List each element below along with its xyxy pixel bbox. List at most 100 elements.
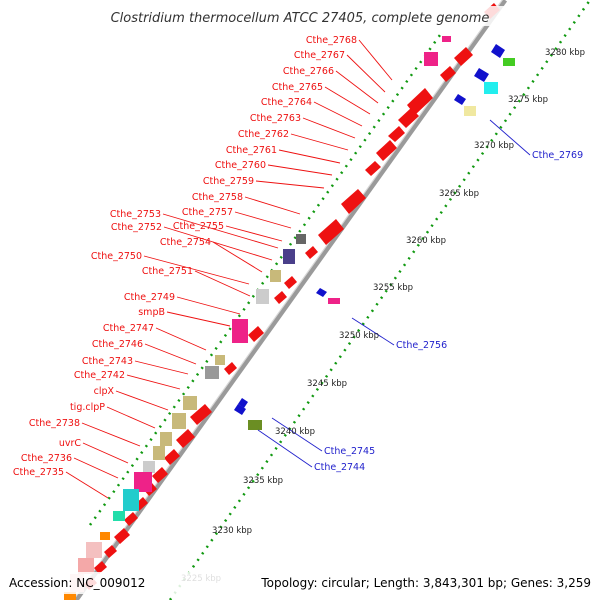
gene-label: Cthe_2736 — [21, 453, 72, 464]
scale-tick-label: 3245 kbp — [307, 379, 347, 389]
feature-box-track — [64, 36, 451, 600]
gene-label: Cthe_2751 — [142, 266, 193, 277]
gene-label: Cthe_2760 — [215, 160, 266, 171]
gene-label: Cthe_2759 — [203, 176, 254, 187]
leader-line — [244, 196, 301, 215]
feature-box — [328, 298, 340, 304]
gene-label: Cthe_2756 — [396, 340, 447, 351]
leader-line — [278, 149, 341, 164]
scale-tick-label: 3275 kbp — [508, 95, 548, 105]
leader-line — [489, 119, 531, 156]
topology-text: Topology: circular; Length: 3,843,301 bp… — [260, 576, 591, 590]
leader-line — [290, 133, 349, 151]
gene-label: Cthe_2768 — [306, 35, 357, 46]
feature-box — [78, 558, 94, 574]
gene-arrow — [274, 291, 287, 304]
gene-arrow — [176, 429, 195, 448]
gene-arrow — [454, 47, 473, 66]
scale-tick-label: 3270 kbp — [474, 141, 514, 151]
scale-tick-label: 3230 kbp — [212, 526, 252, 536]
forward-gene-labels: Cthe_2768 Cthe_2767 Cthe_2766 Cthe_2765 Cthe… — [13, 35, 357, 478]
reverse-gene-labels: Cthe_2769 Cthe_2756 Cthe_2745 Cthe_2744 — [314, 150, 583, 473]
feature-box — [143, 461, 155, 473]
leader-line — [212, 241, 263, 273]
leader-line — [166, 311, 231, 327]
feature-box — [134, 472, 152, 492]
leader-line — [255, 180, 325, 189]
leader-line — [73, 457, 119, 479]
gene-label: Cthe_2743 — [82, 356, 133, 367]
leader-line — [358, 39, 393, 81]
feature-box — [442, 36, 451, 42]
gene-label: Cthe_2754 — [160, 237, 211, 248]
feature-box — [503, 58, 515, 66]
gene-label: Cthe_2738 — [29, 418, 80, 429]
feature-box — [296, 234, 306, 244]
leader-line — [234, 211, 292, 229]
feature-box — [424, 52, 438, 66]
feature-box — [153, 446, 165, 460]
leader-line — [346, 54, 386, 93]
gene-label: clpX — [94, 386, 115, 397]
feature-box — [86, 542, 102, 558]
footer-backdrop — [0, 572, 600, 594]
leader-line — [267, 164, 333, 176]
gene-arrow — [238, 398, 248, 408]
leader-line — [82, 442, 129, 464]
feature-box — [484, 82, 498, 94]
gene-label: Cthe_2747 — [103, 323, 154, 334]
feature-box — [64, 592, 76, 600]
gene-label: Cthe_2757 — [182, 207, 233, 218]
gene-arrow — [398, 108, 419, 128]
forward-dotted-line — [88, 34, 442, 526]
feature-box — [232, 319, 248, 343]
feature-box — [215, 355, 225, 365]
feature-box — [256, 289, 269, 304]
feature-box — [205, 366, 219, 379]
leader-line — [225, 225, 283, 242]
feature-box — [248, 420, 262, 430]
gene-label: Cthe_2767 — [294, 50, 345, 61]
scale-tick-label: 3280 kbp — [545, 48, 585, 58]
gene-arrow — [365, 161, 381, 176]
gene-label: Cthe_2764 — [261, 97, 312, 108]
gene-label: Cthe_2752 — [111, 222, 162, 233]
gene-label: Cthe_2761 — [226, 145, 277, 156]
gene-arrow — [318, 219, 344, 245]
scale-tick-label: 3240 kbp — [275, 427, 315, 437]
accession-text: Accession: NC_009012 — [9, 576, 145, 590]
gene-label: Cthe_2749 — [124, 292, 175, 303]
leader-line — [335, 70, 379, 104]
gene-arrow — [152, 467, 168, 483]
leader-line — [144, 343, 197, 365]
gene-label: Cthe_2745 — [324, 446, 375, 457]
gene-arrow — [114, 528, 130, 544]
gene-arrow — [440, 66, 456, 82]
title-backdrop — [96, 6, 504, 26]
reverse-gene-track — [234, 44, 515, 430]
reverse-leader-lines — [257, 119, 531, 468]
gene-label: Cthe_2753 — [110, 209, 161, 220]
leader-line — [106, 406, 156, 429]
leader-line — [351, 317, 395, 346]
gene-arrow — [94, 561, 107, 574]
gene-label: Cthe_2758 — [192, 192, 243, 203]
gene-arrow — [454, 94, 466, 105]
gene-label: Cthe_2744 — [314, 462, 365, 473]
gene-arrow — [284, 276, 297, 289]
feature-box — [160, 432, 172, 446]
leader-line — [155, 327, 207, 351]
gene-arrow — [164, 449, 180, 465]
gene-arrow — [224, 362, 237, 375]
gene-arrow — [190, 404, 212, 425]
gene-arrow — [248, 326, 264, 342]
leader-line — [65, 471, 109, 499]
gene-arrow — [305, 246, 318, 259]
gene-arrow — [491, 44, 505, 58]
map-title: Clostridium thermocellum ATCC 27405, com… — [111, 11, 490, 26]
gene-label: tig.clpP — [70, 402, 105, 413]
gene-arrow — [376, 140, 397, 161]
scale-tick-label: 3255 kbp — [373, 283, 413, 293]
